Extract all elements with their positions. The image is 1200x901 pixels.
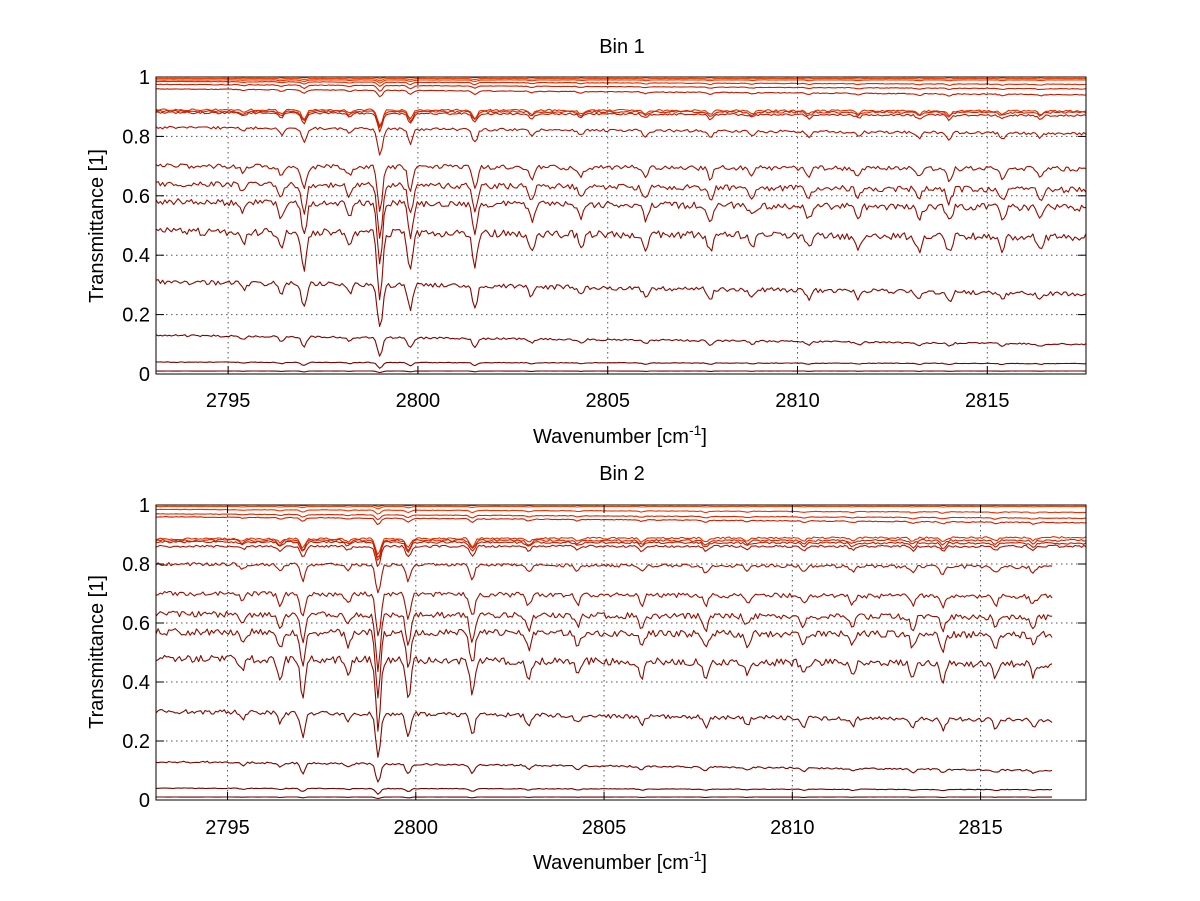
series-line — [155, 760, 1053, 783]
series-line — [155, 562, 1053, 594]
y-tick-label: 1 — [139, 67, 150, 89]
x-tick-label: 2795 — [206, 390, 251, 412]
chart-title: Bin 1 — [599, 36, 645, 58]
series-group — [155, 76, 1087, 374]
x-axis-label: Wavenumber [cm-1] — [533, 848, 707, 874]
subplot-bin-1: Bin 1 2795 2800 2805 2810 2815 0 0.2 0.4 0.6 0.8… — [86, 36, 1087, 448]
x-axis-label-end: ] — [701, 426, 707, 448]
series-line — [155, 610, 1053, 673]
plot-area — [155, 504, 1087, 801]
grid-lines — [156, 76, 1086, 375]
series-line — [155, 709, 1053, 758]
grid-lines — [156, 504, 1086, 801]
series-line — [155, 334, 1087, 357]
series-line — [155, 370, 1087, 374]
axis-ticks — [156, 76, 1086, 375]
y-axis-label: Transmittance [1] — [86, 149, 108, 303]
x-axis-label-text: Wavenumber [cm — [533, 852, 689, 874]
x-tick-label: 2800 — [396, 390, 441, 412]
x-tick-label: 2815 — [965, 390, 1010, 412]
series-line — [155, 590, 1053, 637]
chart-title: Bin 2 — [599, 463, 645, 485]
y-tick-label: 0.2 — [122, 305, 150, 327]
series-line — [155, 198, 1087, 265]
axis-ticks — [156, 504, 1086, 801]
y-tick-label: 0.2 — [122, 731, 150, 753]
series-line — [155, 508, 1086, 515]
subplot-bin-2: Bin 2 2795 2800 2805 2810 2815 0 0.2 0.4 0.6 0.8… — [86, 463, 1087, 874]
x-tick-label: 2815 — [958, 817, 1003, 839]
x-axis-label-sup: -1 — [689, 848, 702, 864]
y-tick-label: 0 — [139, 790, 150, 812]
series-line — [156, 505, 1087, 510]
series-line — [155, 540, 1087, 561]
series-line — [155, 181, 1087, 239]
series-group — [155, 504, 1087, 800]
y-tick-label: 0.6 — [122, 613, 150, 635]
series-line — [156, 516, 1087, 526]
y-tick-label: 0 — [139, 364, 150, 386]
series-line — [155, 125, 1087, 156]
series-line — [155, 538, 1087, 558]
series-line — [156, 79, 1087, 84]
x-tick-labels: 2795 2800 2805 2810 2815 — [206, 390, 1010, 412]
series-line — [155, 111, 1087, 133]
y-tick-label: 0.4 — [122, 672, 150, 694]
series-line — [155, 163, 1087, 212]
y-tick-labels: 0 0.2 0.4 0.6 0.8 1 — [122, 67, 150, 386]
y-axis-label: Transmittance [1] — [86, 575, 108, 729]
series-line — [155, 109, 1087, 129]
series-line — [155, 628, 1053, 699]
y-tick-label: 0.4 — [122, 245, 150, 267]
plot-area — [155, 76, 1087, 375]
x-axis-label-text: Wavenumber [cm — [533, 426, 689, 448]
series-line — [155, 787, 1053, 795]
series-line — [155, 88, 1087, 98]
y-tick-label: 0.8 — [122, 126, 150, 148]
x-axis-label-sup: -1 — [689, 422, 702, 438]
series-line — [155, 544, 1087, 567]
x-tick-label: 2805 — [585, 390, 630, 412]
series-line — [155, 361, 1087, 369]
y-tick-label: 1 — [139, 495, 150, 517]
y-tick-label: 0.8 — [122, 554, 150, 576]
series-line — [155, 77, 1086, 82]
x-tick-labels: 2795 2800 2805 2810 2815 — [205, 817, 1003, 839]
x-axis-label: Wavenumber [cm-1] — [533, 422, 707, 448]
y-tick-labels: 0 0.2 0.4 0.6 0.8 1 — [122, 495, 150, 812]
x-tick-label: 2800 — [394, 817, 439, 839]
series-line — [155, 513, 1087, 521]
series-line — [155, 279, 1087, 327]
x-tick-label: 2810 — [770, 817, 815, 839]
series-line — [155, 83, 1087, 92]
x-tick-label: 2805 — [582, 817, 627, 839]
series-line — [155, 108, 1087, 127]
series-line — [155, 227, 1087, 301]
series-line — [155, 654, 1053, 732]
x-tick-label: 2810 — [775, 390, 820, 412]
x-tick-label: 2795 — [205, 817, 250, 839]
x-axis-label-end: ] — [701, 852, 707, 874]
y-tick-label: 0.6 — [122, 186, 150, 208]
series-line — [155, 80, 1086, 87]
